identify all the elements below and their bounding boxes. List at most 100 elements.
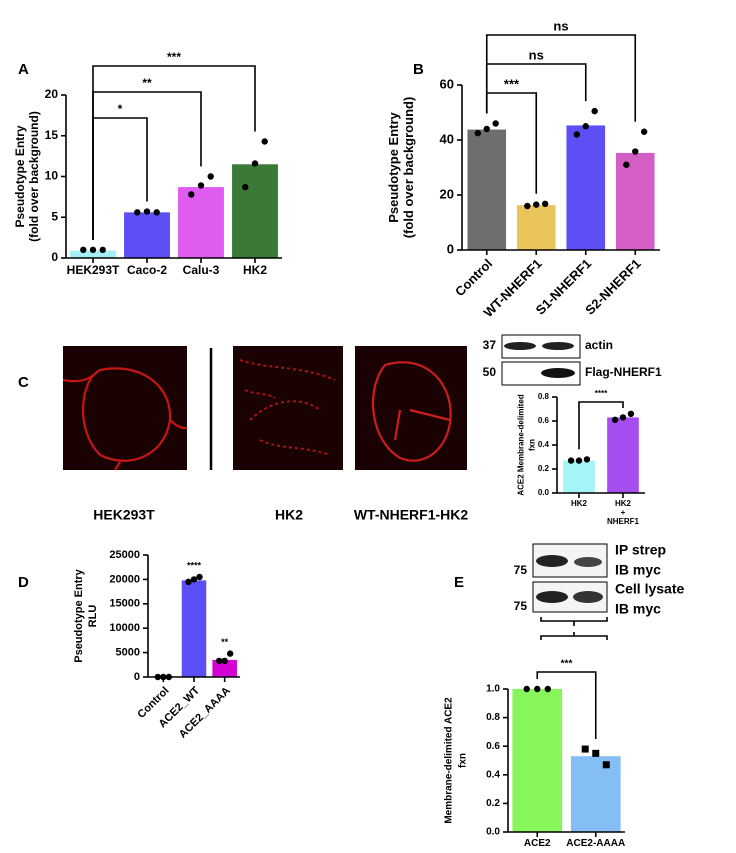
blot-marker: 50 bbox=[483, 365, 497, 379]
bar bbox=[615, 152, 655, 250]
band bbox=[541, 368, 575, 378]
y-tick-label: 20 bbox=[45, 87, 59, 101]
blot-marker: 37 bbox=[483, 338, 497, 352]
data-point bbox=[188, 191, 195, 198]
bar bbox=[70, 250, 116, 258]
significance-label: *** bbox=[167, 50, 181, 64]
y-tick-label: 0 bbox=[51, 250, 58, 264]
y-tick-label: 0.6 bbox=[538, 416, 550, 425]
significance-label: **** bbox=[595, 389, 608, 398]
data-point bbox=[190, 576, 198, 583]
comparison-bracket bbox=[536, 671, 597, 740]
data-point bbox=[567, 457, 575, 464]
data-point bbox=[207, 173, 214, 180]
cell-outline bbox=[371, 361, 452, 462]
data-point bbox=[251, 160, 259, 167]
bar bbox=[563, 460, 595, 493]
x-tick-label: HK2 + NHERF1 bbox=[606, 499, 640, 527]
y-tick-label: 0.4 bbox=[486, 769, 500, 780]
western-blot-c bbox=[501, 334, 581, 386]
data-point bbox=[611, 416, 619, 423]
data-point bbox=[261, 138, 268, 145]
comparison-bracket bbox=[578, 401, 624, 450]
bar bbox=[232, 164, 278, 258]
x-tick-label: ACE2 bbox=[523, 838, 551, 849]
y-tick-label: 40 bbox=[440, 131, 454, 146]
panel-label: A bbox=[18, 61, 29, 78]
data-point bbox=[80, 246, 87, 254]
y-tick-label: 0.6 bbox=[486, 741, 500, 752]
y-tick-label: 20000 bbox=[109, 573, 140, 585]
western-blot-e bbox=[532, 543, 608, 640]
data-point bbox=[533, 201, 540, 208]
bar bbox=[212, 659, 237, 677]
data-point bbox=[619, 414, 627, 421]
x-tick-label: Control bbox=[452, 256, 495, 299]
bar bbox=[512, 689, 563, 832]
data-point bbox=[592, 749, 600, 757]
blot-label: Flag-NHERF1 bbox=[585, 365, 662, 379]
data-point bbox=[165, 673, 173, 681]
data-point bbox=[197, 182, 205, 189]
bar bbox=[566, 125, 606, 250]
data-point bbox=[154, 673, 162, 681]
panel-label: B bbox=[413, 61, 424, 78]
x-tick-label: ACE2-AAAA bbox=[566, 838, 626, 849]
comparison-bracket bbox=[92, 65, 256, 240]
data-point bbox=[582, 123, 589, 130]
bar bbox=[607, 417, 639, 493]
significance-label: ns bbox=[553, 18, 568, 33]
data-point bbox=[89, 246, 97, 254]
significance-label: * bbox=[118, 102, 123, 116]
y-tick-label: 10 bbox=[45, 169, 59, 183]
y-tick-label: 25000 bbox=[109, 549, 140, 561]
data-point bbox=[483, 125, 490, 133]
data-point bbox=[523, 685, 530, 693]
data-point bbox=[544, 685, 551, 693]
blot-frame bbox=[501, 334, 581, 359]
band bbox=[573, 591, 603, 603]
significance-label: **** bbox=[187, 560, 202, 570]
x-tick-label: Calu-3 bbox=[182, 263, 220, 277]
bar bbox=[570, 756, 621, 832]
data-point bbox=[215, 657, 223, 665]
data-point bbox=[185, 578, 192, 586]
y-axis-label: Pseudotype Entry bbox=[386, 111, 401, 222]
blot-frame bbox=[501, 361, 581, 386]
data-point bbox=[160, 673, 167, 681]
band bbox=[574, 557, 602, 567]
data-point bbox=[602, 761, 610, 769]
y-axis-label: Membrane-delimited ACE2 bbox=[444, 697, 455, 824]
band bbox=[542, 342, 574, 350]
data-point bbox=[581, 745, 589, 753]
y-tick-label: 5 bbox=[51, 209, 58, 223]
comparison-bracket bbox=[485, 34, 637, 122]
y-axis-label: Pseudotype Entry bbox=[13, 125, 27, 227]
significance-label: ns bbox=[529, 47, 544, 62]
x-tick-label: HEK293T bbox=[66, 263, 120, 277]
blot-marker: 75 bbox=[514, 563, 528, 577]
micrographs bbox=[62, 346, 467, 471]
y-tick-label: 0.4 bbox=[538, 440, 550, 449]
blot-label: Cell lysate bbox=[615, 581, 684, 597]
band bbox=[536, 591, 568, 603]
x-tick-label: HK2 bbox=[570, 499, 588, 508]
significance-label: ** bbox=[221, 637, 229, 647]
data-point bbox=[134, 209, 141, 216]
data-point bbox=[524, 202, 531, 210]
bar bbox=[178, 187, 224, 258]
y-tick-label: 5000 bbox=[116, 647, 140, 659]
y-tick-label: 60 bbox=[440, 76, 454, 91]
y-axis-label: fxn bbox=[458, 753, 469, 768]
y-tick-label: 20 bbox=[440, 186, 454, 201]
y-axis-label: fxn bbox=[528, 439, 537, 451]
y-axis-label: ACE2 Membrane-delimited bbox=[517, 394, 526, 495]
data-point bbox=[492, 120, 499, 127]
data-point bbox=[591, 107, 598, 115]
data-point bbox=[541, 200, 549, 207]
data-point bbox=[153, 209, 160, 216]
blot-label: IP strep bbox=[615, 542, 666, 558]
y-tick-label: 0.0 bbox=[538, 488, 550, 497]
bar bbox=[467, 129, 507, 250]
data-point bbox=[221, 657, 228, 665]
